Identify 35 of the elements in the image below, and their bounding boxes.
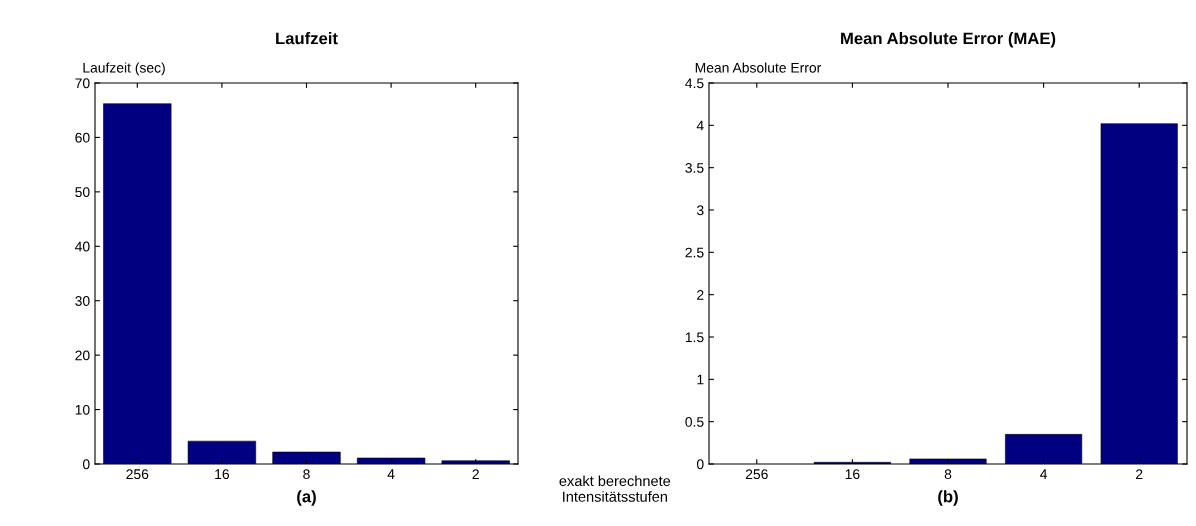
y-tick-label: 0: [82, 459, 90, 470]
y-tick-label: 70: [75, 78, 90, 89]
y-tick-label: 4.5: [685, 78, 704, 89]
y-axis-title: Laufzeit (sec): [83, 62, 165, 76]
y-tick-label: 4: [696, 120, 704, 131]
chart-title: Mean Absolute Error (MAE): [841, 32, 1056, 48]
x-tick-label: 4: [387, 469, 395, 479]
y-tick-label: 50: [75, 187, 90, 198]
x-tick-label: 8: [944, 469, 952, 480]
y-axis-title: Mean Absolute Error: [695, 62, 822, 73]
y-tick-label: 2.5: [685, 247, 704, 258]
y-tick-label: 3: [696, 205, 704, 216]
y-tick-label: 10: [75, 404, 90, 415]
y-tick-label: 2: [697, 290, 704, 300]
y-tick-label: 30: [75, 296, 90, 306]
x-axis-title: (a): [297, 490, 316, 506]
x-tick-label: 256: [745, 469, 768, 480]
x-tick-label: 16: [845, 469, 860, 480]
y-tick-label: 1: [697, 374, 704, 385]
x-tick-label: 8: [303, 469, 310, 480]
x-tick-label: 2: [1136, 469, 1143, 479]
y-tick-label: 20: [75, 350, 90, 361]
text: exakt berechnete Intensitätsstufen: [559, 475, 671, 502]
y-tick-label: 0.5: [685, 417, 704, 427]
y-tick-label: 3.5: [685, 163, 704, 173]
y-tick-label: 40: [75, 241, 90, 252]
chart-title: Laufzeit: [276, 32, 338, 45]
y-tick-label: 1.5: [685, 332, 704, 343]
x-tick-label: 2: [472, 469, 479, 479]
y-tick-label: 0: [696, 459, 704, 470]
x-tick-label: 4: [1040, 469, 1048, 479]
x-tick-label: 256: [126, 469, 149, 480]
y-tick-label: 60: [75, 132, 90, 143]
x-axis-title: (b): [938, 490, 958, 506]
x-tick-label: 16: [215, 469, 230, 480]
